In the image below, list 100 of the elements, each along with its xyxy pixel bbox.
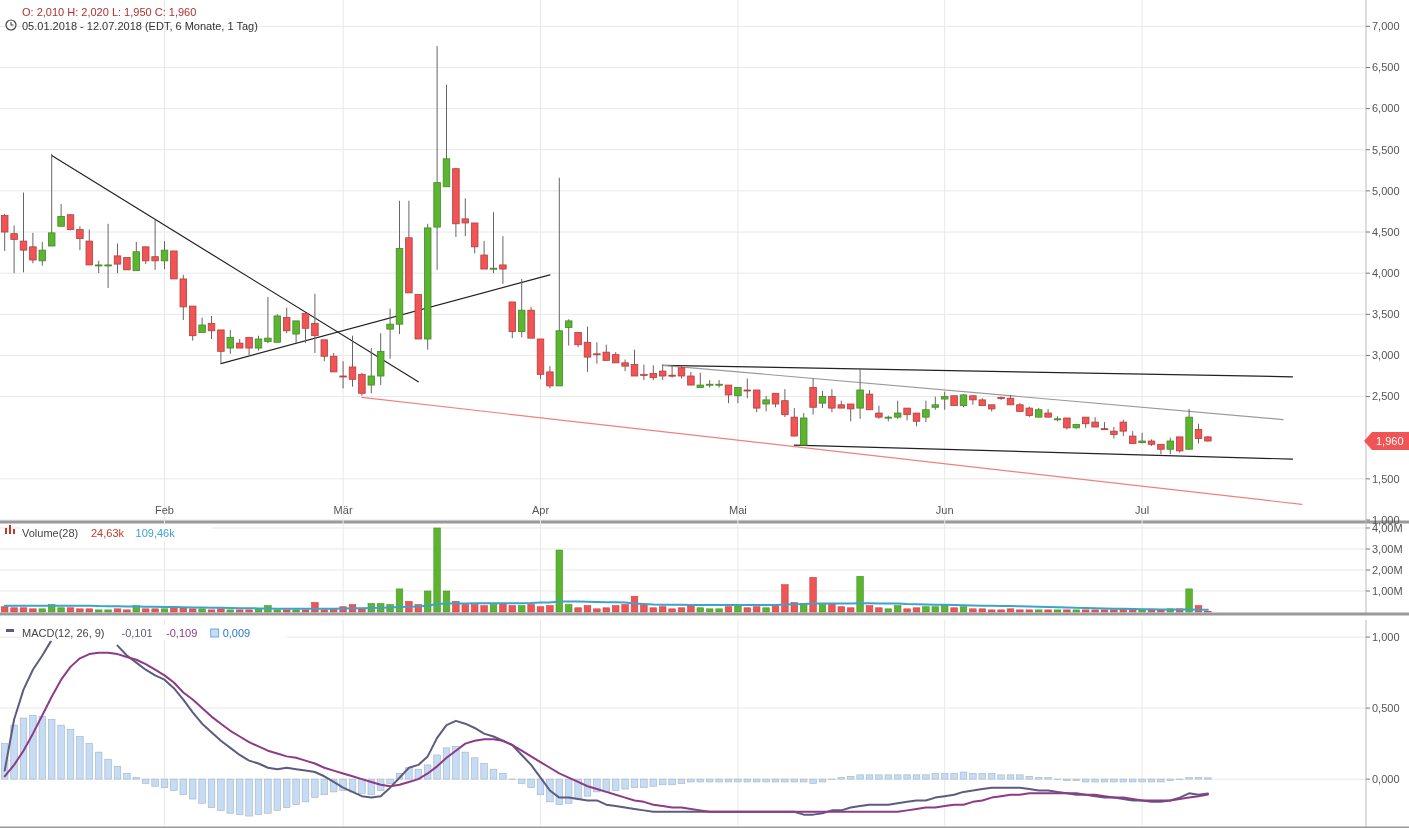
bar	[254, 608, 263, 613]
candlestick	[311, 293, 319, 354]
bar	[1157, 609, 1165, 613]
bar	[762, 607, 770, 613]
candlestick	[386, 308, 394, 360]
candlestick	[29, 232, 37, 264]
bar	[536, 606, 545, 613]
candlestick	[160, 240, 169, 270]
candlestick	[875, 405, 883, 420]
bar	[724, 606, 733, 613]
candlestick	[367, 347, 375, 394]
candlestick	[226, 329, 234, 355]
candlestick	[471, 222, 479, 254]
candlestick	[480, 240, 488, 270]
bar	[29, 608, 37, 613]
bar	[1185, 588, 1193, 613]
y-tick-label: 1,00M	[1372, 584, 1403, 597]
bar	[959, 606, 968, 613]
bar	[1044, 609, 1052, 613]
bar	[19, 607, 28, 613]
bar	[950, 607, 958, 613]
candlestick	[358, 372, 366, 397]
candlestick	[292, 320, 300, 344]
candlestick	[1138, 432, 1146, 444]
bar	[865, 774, 874, 780]
candlestick	[743, 377, 751, 399]
bar	[1035, 609, 1043, 613]
candlestick	[781, 388, 789, 418]
bar	[226, 609, 234, 613]
bar	[442, 590, 451, 613]
bar	[856, 575, 864, 613]
candlestick	[57, 203, 65, 227]
bar	[809, 577, 817, 613]
bar	[348, 778, 357, 793]
candlestick	[546, 365, 554, 389]
y-tick-label: 3,000	[1372, 349, 1400, 362]
bar	[884, 608, 892, 613]
legend-label: 0,009	[222, 626, 251, 639]
bar	[734, 605, 742, 613]
candlestick	[894, 400, 902, 420]
bar	[207, 778, 216, 808]
candlestick	[10, 224, 18, 274]
y-tick-label: 3,500	[1372, 308, 1400, 321]
text: MACD(12, 26, 9)	[22, 626, 105, 639]
y-tick-label: 0,000	[1372, 772, 1400, 785]
candlestick	[941, 391, 949, 411]
candlestick	[283, 307, 291, 334]
y-tick-label: 3,00M	[1372, 542, 1403, 555]
bar	[875, 607, 883, 613]
bar	[1006, 774, 1015, 780]
y-tick-label: 0,500	[1372, 701, 1400, 714]
bar	[113, 608, 122, 613]
text: 1,960	[1376, 434, 1404, 447]
candlestick	[301, 312, 310, 344]
candlestick	[76, 225, 84, 251]
bar	[518, 605, 526, 613]
bar	[1063, 609, 1071, 613]
bar	[1072, 609, 1080, 613]
bar	[1147, 609, 1156, 613]
bar	[1053, 609, 1062, 613]
bar	[489, 604, 498, 613]
candlestick	[19, 192, 28, 273]
bar	[198, 608, 206, 613]
x-tick-label: Mai	[729, 504, 747, 516]
candlestick	[38, 241, 46, 267]
bar	[1100, 778, 1109, 783]
candlestick	[132, 241, 140, 272]
bar	[1138, 609, 1146, 613]
bar	[818, 604, 827, 613]
candlestick	[865, 389, 874, 411]
bar	[865, 605, 874, 613]
candlestick	[809, 377, 817, 416]
bar	[912, 607, 921, 613]
bar	[959, 771, 968, 780]
text: O: 2,010 H: 2,020 L: 1,950 C: 1,960	[22, 5, 197, 18]
bar	[771, 778, 780, 783]
bar	[1147, 778, 1156, 783]
text: 24,63k	[91, 526, 125, 539]
bar	[160, 778, 169, 788]
bar	[254, 778, 263, 815]
x-tick-label: Apr	[531, 504, 550, 516]
bar	[583, 605, 592, 613]
bar	[207, 609, 216, 613]
candlestick	[207, 315, 216, 340]
candlestick	[348, 335, 357, 388]
series-label: -0,101	[121, 626, 153, 639]
bar	[903, 608, 911, 613]
bar	[442, 747, 451, 780]
candlestick	[489, 211, 498, 274]
bar	[687, 605, 695, 613]
line-series	[3, 600, 1209, 611]
y-tick-label: 6,500	[1372, 61, 1400, 74]
bar	[912, 774, 921, 780]
bar	[38, 608, 46, 613]
y-tick-label: 4,000	[1372, 267, 1400, 280]
bar	[66, 607, 75, 613]
candlestick	[856, 368, 864, 420]
bar	[292, 609, 300, 613]
y-tick-label: 5,500	[1372, 143, 1400, 156]
candlestick	[753, 389, 761, 413]
